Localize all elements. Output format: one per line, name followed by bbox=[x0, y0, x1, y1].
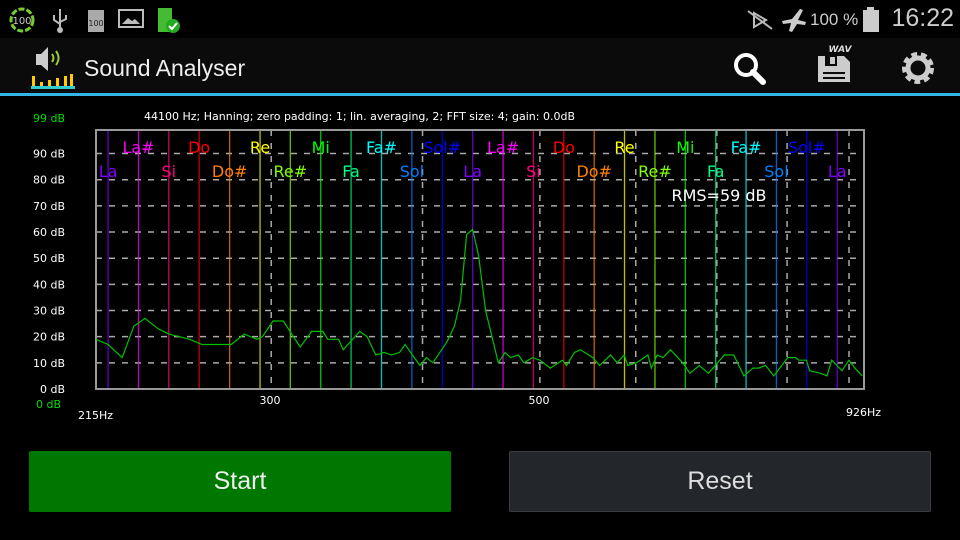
wav-label: WAV bbox=[829, 45, 853, 55]
battery-percent: 100 % bbox=[810, 10, 859, 29]
y-tick-label: 20 dB bbox=[33, 331, 65, 344]
svg-text:100: 100 bbox=[88, 19, 103, 28]
note-label: La bbox=[99, 162, 118, 181]
note-label: Fa bbox=[342, 162, 360, 181]
start-button[interactable]: Start bbox=[29, 451, 451, 512]
battery-charged-icon bbox=[158, 8, 180, 33]
search-icon[interactable] bbox=[728, 48, 772, 88]
note-label: Fa# bbox=[366, 138, 397, 157]
note-label: Re# bbox=[273, 162, 307, 181]
spectrum-line bbox=[95, 228, 863, 377]
note-label: Sol bbox=[764, 162, 788, 181]
x-tick-300: 300 bbox=[260, 394, 281, 407]
airplane-mode-icon bbox=[782, 9, 806, 32]
plot-frame bbox=[95, 129, 865, 390]
note-label: Do# bbox=[576, 162, 612, 181]
note-label: Do bbox=[553, 138, 575, 157]
note-label: La bbox=[463, 162, 482, 181]
svg-text:100: 100 bbox=[12, 16, 31, 27]
reset-button[interactable]: Reset bbox=[509, 451, 931, 512]
y-tick-label: 40 dB bbox=[33, 278, 65, 291]
image-icon bbox=[118, 9, 144, 28]
battery-icon bbox=[863, 7, 879, 32]
sd-card-100-icon: 100 bbox=[88, 10, 104, 32]
app-title: Sound Analyser bbox=[84, 55, 246, 81]
note-label: Si bbox=[526, 162, 541, 181]
y-tick-label: 10 dB bbox=[33, 357, 65, 370]
usb-icon bbox=[53, 9, 67, 33]
y-tick-label: 30 dB bbox=[33, 305, 65, 318]
x-tick-500: 500 bbox=[529, 394, 550, 407]
y-tick-label: 50 dB bbox=[33, 252, 65, 265]
plot-info: 44100 Hz; Hanning; zero padding: 1; lin.… bbox=[144, 110, 575, 123]
note-label: Re bbox=[250, 138, 270, 157]
max-db-label: 99 dB bbox=[33, 112, 65, 125]
note-label: Mi bbox=[676, 138, 694, 157]
x-start-label: 215Hz bbox=[78, 409, 113, 422]
note-label: Re bbox=[614, 138, 634, 157]
note-label: Fa# bbox=[731, 138, 762, 157]
spectrum-plot[interactable]: 44100 Hz; Hanning; zero padding: 1; lin.… bbox=[0, 99, 960, 429]
y-tick-label: 60 dB bbox=[33, 226, 65, 239]
sound-analyser-logo[interactable] bbox=[30, 44, 78, 92]
note-label: Sol# bbox=[788, 138, 826, 157]
battery-100-circle-icon: 100 bbox=[9, 7, 35, 33]
y-tick-label: 0 dB bbox=[40, 383, 65, 396]
note-label: La# bbox=[122, 138, 154, 157]
vibrate-off-icon bbox=[747, 10, 773, 30]
y-tick-label: 90 dB bbox=[33, 148, 65, 161]
action-bar: Sound Analyser WAV bbox=[0, 38, 960, 96]
note-label: Si bbox=[161, 162, 176, 181]
clock: 16:22 bbox=[891, 4, 954, 32]
note-label: Sol# bbox=[423, 138, 461, 157]
rms-label: RMS=59 dB bbox=[671, 186, 766, 205]
x-end-label: 926Hz bbox=[846, 406, 881, 419]
y-tick-label: 80 dB bbox=[33, 174, 65, 187]
note-label: La bbox=[828, 162, 847, 181]
note-label: Do# bbox=[212, 162, 248, 181]
status-bar: 100 100 100 % 16:22 bbox=[0, 0, 960, 38]
save-wav-icon[interactable]: WAV bbox=[812, 42, 856, 82]
note-label: Do bbox=[188, 138, 210, 157]
settings-icon[interactable] bbox=[896, 48, 940, 88]
note-label: Fa bbox=[707, 162, 725, 181]
min-db-label: 0 dB bbox=[36, 398, 61, 411]
note-label: Mi bbox=[312, 138, 330, 157]
y-tick-label: 70 dB bbox=[33, 200, 65, 213]
note-label: Sol bbox=[400, 162, 424, 181]
note-label: La# bbox=[487, 138, 519, 157]
note-label: Re# bbox=[638, 162, 672, 181]
